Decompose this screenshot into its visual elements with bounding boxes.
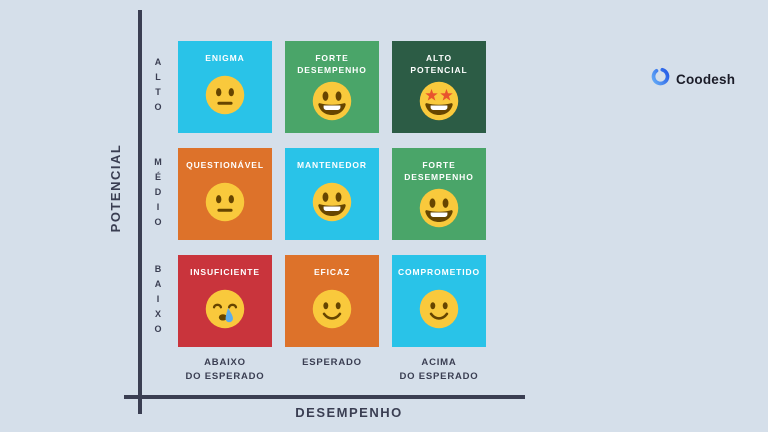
grinning-face-emoji: [311, 80, 353, 122]
y-tick-alto: ALTO: [153, 57, 163, 117]
cell-forte-desempenho-medio: FORTE DESEMPENHO: [392, 148, 486, 240]
x-axis-line: [124, 395, 525, 399]
cell-forte-desempenho-alto: FORTE DESEMPENHO: [285, 41, 379, 133]
y-tick-medio: MÉDIO: [153, 156, 163, 232]
cell-eficaz: EFICAZ: [285, 255, 379, 347]
y-axis-line: [138, 10, 142, 414]
x-tick-abaixo-do-esperado: ABAIXO DO ESPERADO: [178, 356, 272, 384]
cell-comprometido: COMPROMETIDO: [392, 255, 486, 347]
x-tick-line: DO ESPERADO: [399, 371, 479, 382]
matrix-grid: ENIGMA FORTE DESEMPENHO ALTO POTENCIAL Q…: [178, 41, 486, 347]
x-tick-line: ESPERADO: [302, 357, 362, 368]
smiling-face-emoji: [418, 288, 460, 330]
x-tick-esperado: ESPERADO: [285, 356, 379, 370]
cell-title: EFICAZ: [313, 267, 351, 277]
sleepy-tear-face-emoji: [204, 288, 246, 330]
x-tick-line: ABAIXO: [204, 357, 246, 368]
cell-questionavel: QUESTIONÁVEL: [178, 148, 272, 240]
x-axis-title: DESEMPENHO: [295, 405, 403, 420]
cell-alto-potencial: ALTO POTENCIAL: [392, 41, 486, 133]
coodesh-logo-text: Coodesh: [676, 71, 736, 87]
x-tick-line: DO ESPERADO: [185, 371, 265, 382]
cell-title: FORTE DESEMPENHO: [404, 160, 474, 182]
neutral-face-emoji: [204, 74, 246, 116]
smiling-face-emoji: [311, 288, 353, 330]
cell-title: INSUFICIENTE: [190, 267, 260, 277]
cell-title: ENIGMA: [205, 53, 245, 63]
cell-enigma: ENIGMA: [178, 41, 272, 133]
y-axis-title: POTENCIAL: [108, 143, 123, 233]
cell-title: FORTE DESEMPENHO: [297, 53, 367, 75]
cell-insuficiente: INSUFICIENTE: [178, 255, 272, 347]
cell-title: COMPROMETIDO: [397, 267, 481, 277]
coodesh-ring-icon: [650, 66, 671, 92]
y-tick-baixo: BAIXO: [153, 263, 163, 339]
star-struck-emoji: [418, 80, 460, 122]
cell-title: MANTENEDOR: [297, 160, 367, 170]
x-tick-acima-do-esperado: ACIMA DO ESPERADO: [392, 356, 486, 384]
x-tick-line: ACIMA: [421, 357, 457, 368]
cell-mantenedor: MANTENEDOR: [285, 148, 379, 240]
cell-title: QUESTIONÁVEL: [186, 160, 264, 170]
cell-title: ALTO POTENCIAL: [410, 53, 468, 75]
coodesh-logo: Coodesh: [650, 66, 735, 92]
grinning-face-emoji: [418, 187, 460, 229]
neutral-face-emoji: [204, 181, 246, 223]
grinning-face-emoji: [311, 181, 353, 223]
